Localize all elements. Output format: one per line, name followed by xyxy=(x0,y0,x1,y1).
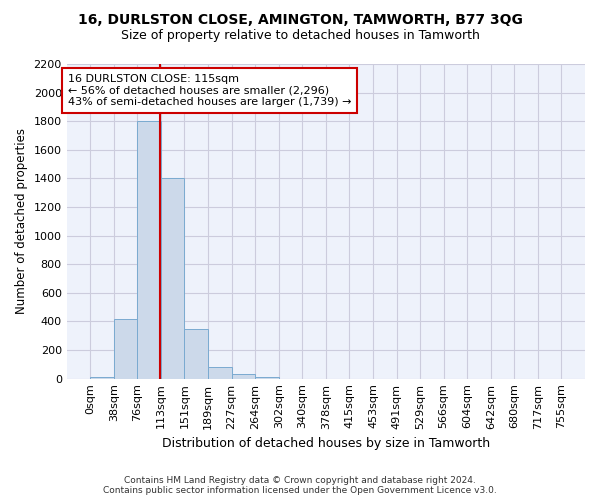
Text: 16 DURLSTON CLOSE: 115sqm
← 56% of detached houses are smaller (2,296)
43% of se: 16 DURLSTON CLOSE: 115sqm ← 56% of detac… xyxy=(68,74,352,107)
Bar xyxy=(114,318,137,378)
Text: 16, DURLSTON CLOSE, AMINGTON, TAMWORTH, B77 3QG: 16, DURLSTON CLOSE, AMINGTON, TAMWORTH, … xyxy=(77,12,523,26)
Y-axis label: Number of detached properties: Number of detached properties xyxy=(15,128,28,314)
X-axis label: Distribution of detached houses by size in Tamworth: Distribution of detached houses by size … xyxy=(162,437,490,450)
Bar xyxy=(137,121,161,378)
Text: Contains HM Land Registry data © Crown copyright and database right 2024.
Contai: Contains HM Land Registry data © Crown c… xyxy=(103,476,497,495)
Text: Size of property relative to detached houses in Tamworth: Size of property relative to detached ho… xyxy=(121,28,479,42)
Bar xyxy=(161,178,184,378)
Bar xyxy=(232,374,255,378)
Bar xyxy=(184,328,208,378)
Bar xyxy=(90,376,114,378)
Bar xyxy=(255,376,279,378)
Bar xyxy=(208,367,232,378)
